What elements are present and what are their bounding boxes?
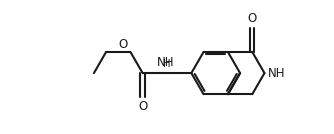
Text: NH: NH (268, 67, 286, 80)
Text: O: O (138, 100, 147, 113)
Text: O: O (119, 38, 128, 51)
Text: O: O (247, 12, 257, 25)
Text: H: H (163, 59, 171, 69)
Text: NH: NH (157, 56, 175, 69)
